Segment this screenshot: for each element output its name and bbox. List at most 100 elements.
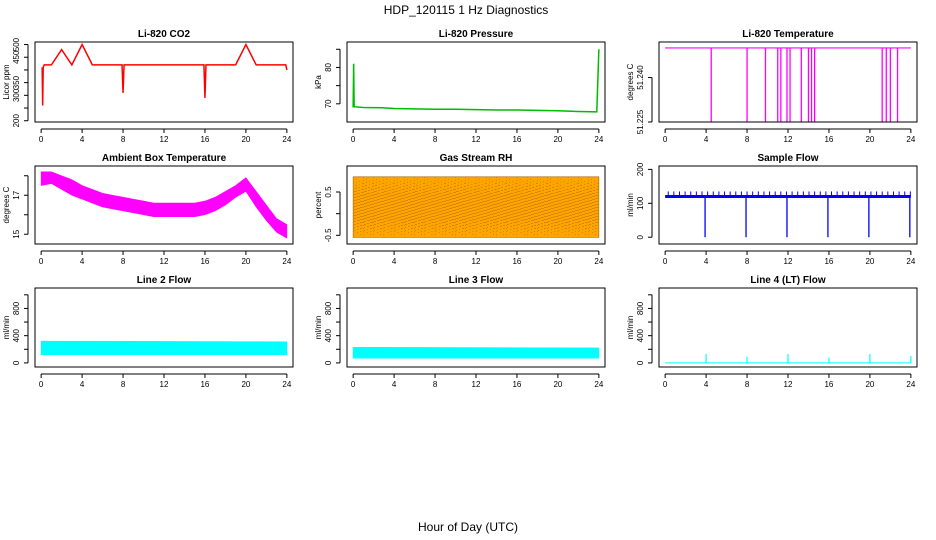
y-tick-label: 400	[12, 328, 21, 342]
x-tick-label: 12	[160, 380, 169, 389]
x-tick-label: 20	[865, 257, 874, 266]
plot-area-line-2-flow	[40, 340, 288, 356]
x-tick-label: 20	[865, 135, 874, 144]
x-tick-label: 20	[553, 380, 562, 389]
y-axis-label: ml/min	[626, 316, 635, 340]
y-tick-label: 800	[636, 301, 645, 315]
x-tick-label: 20	[553, 257, 562, 266]
y-tick-label: 0	[324, 360, 333, 365]
y-tick-label: 800	[12, 301, 21, 315]
y-axis-label: ml/min	[626, 193, 635, 217]
x-tick-label: 20	[241, 380, 250, 389]
series-band	[40, 340, 288, 356]
y-tick-label: 17	[12, 190, 21, 199]
x-tick-label: 20	[553, 135, 562, 144]
plot-frame	[346, 287, 606, 368]
x-tick-label: 12	[472, 380, 481, 389]
panel-gas-stream-rh: Gas Stream RH percent 0 4 8 12 16 20 24 -0.5 0.5	[314, 153, 606, 266]
y-axis-label: Licor ppm	[2, 64, 11, 99]
x-tick-label: 0	[351, 135, 356, 144]
x-tick-label: 16	[824, 135, 833, 144]
x-tick-label: 4	[704, 135, 709, 144]
panel-title: Li-820 Pressure	[439, 29, 514, 40]
x-tick-label: 12	[784, 135, 793, 144]
x-tick-label: 4	[80, 257, 85, 266]
figure-xlabel: Hour of Day (UTC)	[418, 520, 518, 534]
x-tick-label: 24	[594, 380, 603, 389]
plot-area-line-4-lt-flow	[665, 354, 912, 364]
x-tick-label: 4	[392, 380, 397, 389]
x-tick-label: 4	[392, 135, 397, 144]
x-tick-label: 4	[80, 380, 85, 389]
x-tick-label: 4	[80, 135, 85, 144]
x-tick-label: 12	[472, 135, 481, 144]
x-tick-label: 0	[663, 380, 668, 389]
panel-title: Ambient Box Temperature	[102, 153, 227, 164]
x-tick-label: 0	[351, 380, 356, 389]
series-band	[40, 171, 288, 239]
x-tick-label: 24	[594, 135, 603, 144]
x-tick-label: 0	[39, 135, 44, 144]
x-tick-label: 8	[433, 135, 438, 144]
plot-area-li-820-co2	[41, 42, 288, 106]
y-tick-label: 80	[324, 62, 333, 71]
x-tick-label: 16	[824, 380, 833, 389]
plot-frame	[658, 165, 918, 245]
y-tick-label: 0.5	[324, 186, 333, 198]
plot-area-line-3-flow	[352, 346, 600, 359]
plot-frame	[346, 41, 606, 123]
x-tick-label: 8	[433, 380, 438, 389]
x-tick-label: 8	[121, 135, 126, 144]
x-tick-label: 24	[594, 257, 603, 266]
y-tick-label: 70	[324, 99, 333, 108]
plot-frame	[34, 287, 294, 368]
x-tick-label: 8	[745, 135, 750, 144]
plot-area-sample-flow	[665, 191, 911, 238]
series-band	[352, 346, 600, 359]
plot-frame	[34, 165, 294, 245]
x-tick-label: 24	[282, 380, 291, 389]
panel-title: Line 4 (LT) Flow	[750, 275, 826, 286]
panel-line-2-flow: Line 2 Flow ml/min 0 4 8 12 16 20 24 0 400 800	[2, 275, 294, 389]
y-tick-label: 51.225	[636, 109, 645, 134]
y-tick-label: 200	[12, 114, 21, 128]
x-tick-label: 24	[906, 135, 915, 144]
plot-frame	[658, 41, 918, 123]
panel-title: Sample Flow	[757, 153, 818, 164]
x-tick-label: 0	[39, 380, 44, 389]
panel-title: Line 2 Flow	[137, 275, 192, 286]
x-tick-label: 16	[512, 380, 521, 389]
panel-li-820-pressure: Li-820 Pressure kPa 0 4 8 12 16 20 24 70 80	[314, 29, 606, 144]
y-tick-label: 300	[12, 88, 21, 102]
y-axis-label: degrees C	[626, 63, 635, 100]
x-tick-label: 12	[784, 257, 793, 266]
y-axis-label: kPa	[314, 75, 323, 89]
y-tick-label: 0	[12, 360, 21, 365]
y-tick-label: 350	[12, 75, 21, 89]
plot-area-ambient-box-temperature	[40, 171, 288, 239]
y-axis-label: ml/min	[314, 316, 323, 340]
panel-title: Li-820 Temperature	[742, 29, 834, 40]
y-axis-label: ml/min	[2, 316, 11, 340]
y-tick-label: 400	[636, 328, 645, 342]
x-tick-label: 4	[704, 257, 709, 266]
y-tick-label: 200	[636, 162, 645, 176]
panel-sample-flow: Sample Flow ml/min 0 4 8 12 16 20 24 0 100 200	[626, 153, 918, 266]
plot-frame	[658, 287, 918, 368]
x-tick-label: 16	[512, 257, 521, 266]
plot-area-gas-stream-rh	[352, 176, 600, 238]
y-tick-label: 0	[636, 234, 645, 239]
x-tick-label: 4	[392, 257, 397, 266]
y-tick-label: -0.5	[324, 228, 333, 242]
x-tick-label: 12	[472, 257, 481, 266]
x-tick-label: 4	[704, 380, 709, 389]
panel-line-4-lt-flow: Line 4 (LT) Flow ml/min 0 4 8 12 16 20 24 0 400 800	[626, 275, 918, 389]
panel-ambient-box-temperature: Ambient Box Temperature degrees C 0 4 8 12 16 2…	[2, 153, 294, 266]
x-tick-label: 16	[200, 135, 209, 144]
x-tick-label: 0	[663, 135, 668, 144]
x-tick-label: 8	[745, 257, 750, 266]
y-tick-label: 51.240	[636, 65, 645, 90]
x-tick-label: 24	[906, 380, 915, 389]
